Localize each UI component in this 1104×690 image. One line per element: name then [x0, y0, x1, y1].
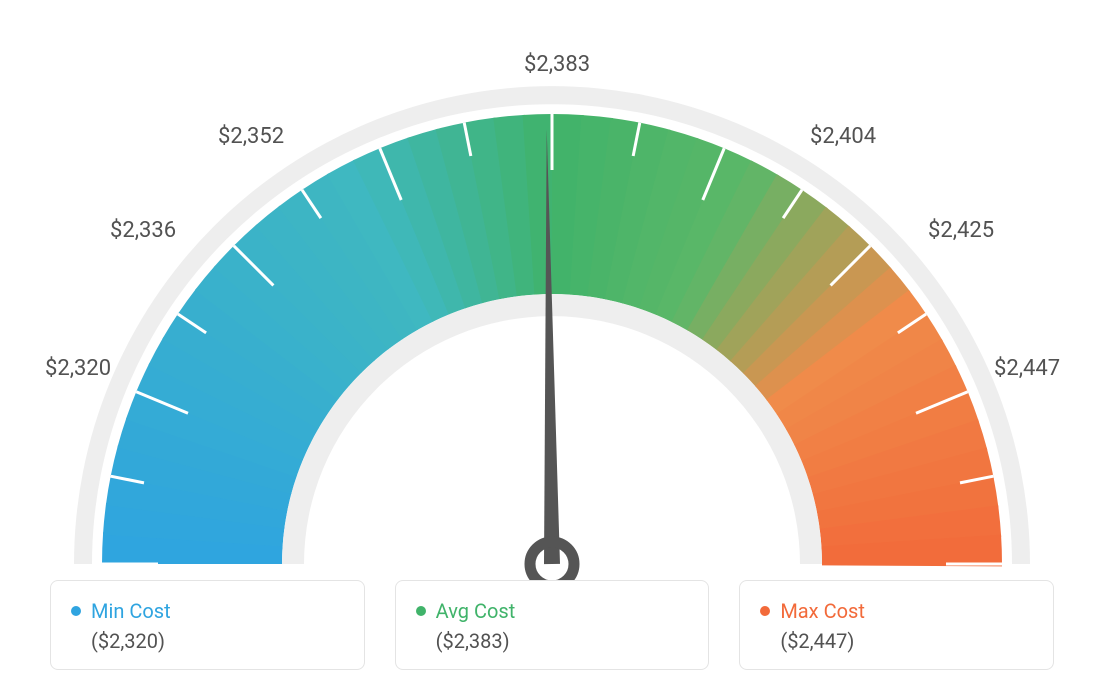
summary-cards: Min Cost ($2,320) Avg Cost ($2,383) Max … — [50, 580, 1054, 670]
max-cost-card: Max Cost ($2,447) — [739, 580, 1054, 670]
card-title-row: Max Cost — [760, 599, 1033, 623]
max-cost-value: ($2,447) — [780, 629, 1033, 653]
gauge: $2,320 $2,336 $2,352 $2,383 $2,404 $2,425 $2,4… — [0, 0, 1104, 570]
card-title-row: Avg Cost — [416, 599, 689, 623]
min-cost-value: ($2,320) — [91, 629, 344, 653]
min-cost-title: Min Cost — [91, 599, 171, 623]
gauge-tick-label: $2,336 — [110, 218, 176, 243]
max-cost-title: Max Cost — [780, 599, 865, 623]
gauge-tick-label: $2,404 — [810, 124, 876, 149]
dot-icon — [760, 606, 770, 616]
gauge-tick-label: $2,352 — [218, 124, 284, 149]
avg-cost-card: Avg Cost ($2,383) — [395, 580, 710, 670]
gauge-tick-label: $2,425 — [928, 218, 994, 243]
chart-container: $2,320 $2,336 $2,352 $2,383 $2,404 $2,425 $2,4… — [0, 0, 1104, 690]
gauge-tick-label: $2,383 — [524, 52, 590, 77]
card-title-row: Min Cost — [71, 599, 344, 623]
avg-cost-value: ($2,383) — [436, 629, 689, 653]
gauge-tick-label: $2,447 — [994, 356, 1060, 381]
avg-cost-title: Avg Cost — [436, 599, 516, 623]
gauge-svg — [0, 40, 1104, 600]
dot-icon — [71, 606, 81, 616]
gauge-tick-label: $2,320 — [45, 356, 111, 381]
dot-icon — [416, 606, 426, 616]
min-cost-card: Min Cost ($2,320) — [50, 580, 365, 670]
